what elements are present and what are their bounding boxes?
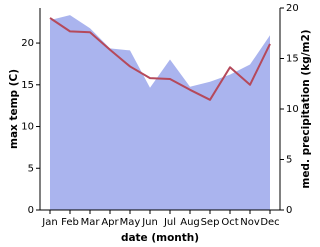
y2-tick-label: 0 <box>286 205 292 216</box>
x-tick-label: Sep <box>201 217 220 228</box>
y-tick-label: 20 <box>21 38 34 49</box>
x-tick-label: Jul <box>163 217 176 228</box>
x-tick-label: May <box>120 217 141 228</box>
x-tick-label: Jun <box>141 217 158 228</box>
y2-tick-label: 20 <box>286 3 299 14</box>
temp-line <box>49 17 271 101</box>
y-tick-label: 0 <box>28 205 34 216</box>
y2-tick-label: 15 <box>286 54 299 65</box>
x-tick-label: Jan <box>41 217 57 228</box>
x-tick-label: Aug <box>180 217 200 228</box>
x-tick-label: Apr <box>101 217 119 228</box>
y2-tick-label: 5 <box>286 155 292 166</box>
x-tick-label: Mar <box>81 217 101 228</box>
x-tick-label: Dec <box>260 217 279 228</box>
y2-axis-label: med. precipitation (kg/m2) <box>300 29 312 188</box>
precipitation-area <box>50 15 270 210</box>
y2-tick-label: 10 <box>286 104 299 115</box>
x-axis-label: date (month) <box>121 232 199 244</box>
y-tick-label: 10 <box>21 122 34 133</box>
x-tick-label: Feb <box>61 217 79 228</box>
x-tick-label: Nov <box>240 217 260 228</box>
y-tick-label: 15 <box>21 80 34 91</box>
x-tick-label: Oct <box>221 217 238 228</box>
y-tick-label: 5 <box>28 163 34 174</box>
y-axis-label: max temp (C) <box>8 69 20 149</box>
